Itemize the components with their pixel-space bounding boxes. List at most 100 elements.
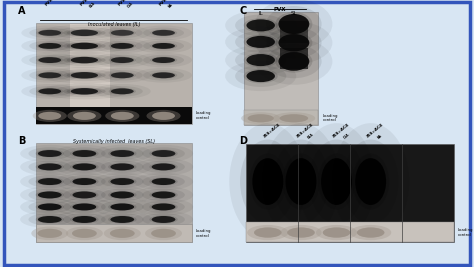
Ellipse shape: [152, 112, 175, 120]
Ellipse shape: [71, 88, 98, 95]
Ellipse shape: [66, 226, 103, 240]
Ellipse shape: [152, 150, 175, 157]
Ellipse shape: [280, 225, 321, 240]
Ellipse shape: [356, 158, 386, 205]
Ellipse shape: [28, 175, 71, 188]
Ellipse shape: [110, 229, 135, 238]
Text: NA: NA: [168, 2, 174, 9]
Ellipse shape: [21, 84, 78, 99]
Ellipse shape: [110, 229, 135, 238]
Ellipse shape: [92, 158, 152, 176]
Ellipse shape: [111, 72, 134, 78]
Ellipse shape: [248, 114, 274, 122]
Text: C1A: C1A: [343, 133, 350, 140]
Ellipse shape: [29, 41, 70, 51]
Ellipse shape: [142, 213, 185, 226]
Text: Loading
control: Loading control: [322, 114, 338, 122]
Ellipse shape: [149, 203, 178, 211]
Ellipse shape: [36, 149, 64, 158]
Ellipse shape: [55, 145, 114, 162]
Ellipse shape: [279, 14, 309, 34]
Ellipse shape: [63, 29, 106, 37]
Ellipse shape: [38, 191, 62, 198]
Ellipse shape: [318, 154, 355, 210]
Ellipse shape: [110, 216, 134, 223]
Ellipse shape: [111, 57, 134, 63]
Ellipse shape: [92, 186, 152, 203]
Ellipse shape: [246, 54, 275, 66]
Ellipse shape: [152, 43, 175, 49]
Ellipse shape: [108, 149, 137, 158]
Ellipse shape: [254, 227, 282, 238]
Ellipse shape: [143, 55, 184, 65]
Ellipse shape: [37, 229, 62, 238]
Ellipse shape: [20, 173, 79, 190]
Ellipse shape: [244, 35, 278, 49]
Ellipse shape: [225, 10, 296, 40]
Ellipse shape: [53, 40, 116, 52]
Text: Loading
control: Loading control: [457, 228, 473, 237]
Ellipse shape: [152, 150, 175, 157]
Ellipse shape: [102, 28, 143, 38]
Ellipse shape: [142, 147, 185, 160]
Ellipse shape: [150, 57, 177, 64]
Ellipse shape: [63, 147, 106, 160]
Ellipse shape: [152, 72, 175, 78]
Bar: [280, 21, 308, 43]
Ellipse shape: [134, 158, 193, 176]
Ellipse shape: [63, 56, 106, 64]
Ellipse shape: [101, 147, 144, 160]
Ellipse shape: [21, 68, 78, 83]
Ellipse shape: [343, 139, 398, 224]
Ellipse shape: [111, 112, 134, 120]
Ellipse shape: [142, 201, 185, 213]
Ellipse shape: [150, 42, 177, 49]
Ellipse shape: [21, 26, 78, 40]
Ellipse shape: [110, 191, 134, 198]
Ellipse shape: [71, 72, 98, 78]
Ellipse shape: [28, 147, 71, 160]
Ellipse shape: [101, 175, 144, 188]
Ellipse shape: [240, 139, 296, 224]
Ellipse shape: [145, 226, 182, 240]
Ellipse shape: [152, 178, 175, 185]
Text: PVX-AC4: PVX-AC4: [79, 0, 97, 7]
Ellipse shape: [94, 84, 151, 99]
Ellipse shape: [110, 203, 134, 210]
Ellipse shape: [134, 145, 193, 162]
Ellipse shape: [255, 21, 332, 64]
Ellipse shape: [102, 86, 143, 97]
Ellipse shape: [316, 225, 357, 240]
Ellipse shape: [275, 50, 312, 73]
Ellipse shape: [36, 29, 64, 36]
Ellipse shape: [70, 203, 99, 211]
Ellipse shape: [111, 43, 134, 49]
Ellipse shape: [152, 72, 175, 78]
Ellipse shape: [111, 30, 134, 36]
Ellipse shape: [134, 186, 193, 203]
Ellipse shape: [146, 110, 181, 122]
Ellipse shape: [110, 203, 134, 210]
Ellipse shape: [109, 42, 136, 49]
Ellipse shape: [71, 57, 98, 63]
Ellipse shape: [152, 163, 175, 170]
Text: D: D: [239, 136, 247, 146]
Ellipse shape: [110, 163, 134, 170]
Ellipse shape: [67, 30, 102, 36]
Ellipse shape: [152, 203, 175, 210]
Ellipse shape: [102, 70, 143, 81]
Ellipse shape: [323, 227, 350, 238]
Ellipse shape: [31, 226, 68, 240]
Ellipse shape: [246, 19, 275, 31]
Ellipse shape: [92, 198, 152, 216]
Ellipse shape: [20, 186, 79, 203]
Ellipse shape: [102, 55, 143, 65]
Ellipse shape: [152, 43, 175, 49]
Bar: [36, 23, 192, 124]
Ellipse shape: [266, 45, 321, 78]
Ellipse shape: [63, 189, 106, 201]
Ellipse shape: [38, 203, 62, 210]
Ellipse shape: [36, 177, 64, 186]
Ellipse shape: [38, 112, 61, 120]
Ellipse shape: [279, 52, 309, 71]
